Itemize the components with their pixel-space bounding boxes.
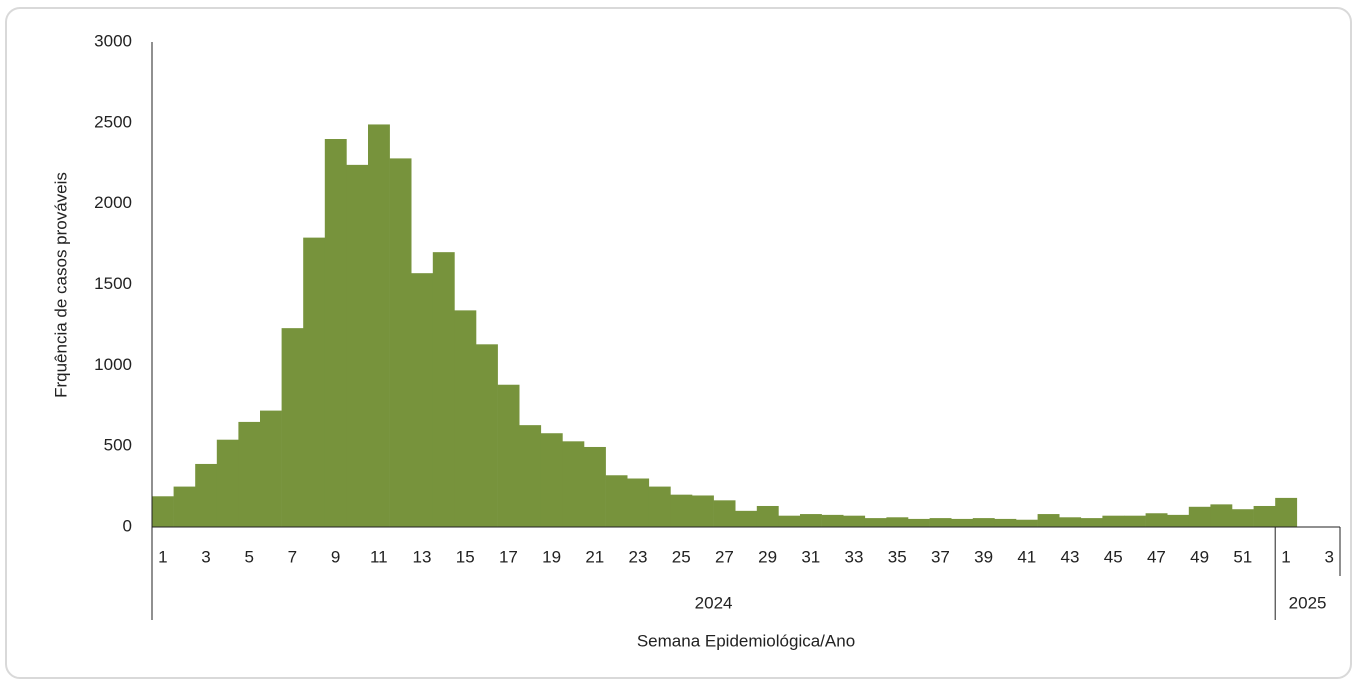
bar — [324, 139, 347, 527]
x-tick-label: 7 — [288, 547, 297, 566]
frame — [5, 7, 1352, 679]
x-tick-label: 35 — [888, 547, 907, 566]
bar — [540, 433, 563, 527]
bar — [346, 164, 369, 527]
bar — [389, 158, 412, 527]
bar — [735, 510, 758, 527]
bar — [1059, 517, 1082, 527]
y-tick-label: 0 — [123, 516, 132, 535]
bar — [756, 505, 779, 527]
bar — [994, 518, 1017, 527]
bar — [260, 410, 282, 527]
bar — [411, 273, 434, 527]
bar — [216, 439, 239, 527]
x-tick-label: 51 — [1233, 547, 1252, 566]
x-tick-label: 15 — [456, 547, 475, 566]
x-tick-label: 25 — [672, 547, 691, 566]
bar — [627, 478, 650, 527]
bar — [864, 518, 887, 527]
bar — [951, 518, 974, 527]
x-tick-label: 3 — [201, 547, 210, 566]
bar — [929, 518, 952, 527]
bar — [584, 446, 606, 527]
bar — [1080, 518, 1103, 527]
bar — [1037, 514, 1060, 527]
x-tick-label: 39 — [974, 547, 993, 566]
bar — [972, 518, 995, 527]
bar — [1145, 513, 1168, 527]
bar — [152, 496, 174, 527]
bar — [173, 486, 196, 527]
x-tick-label: 33 — [845, 547, 864, 566]
x-tick-label: 23 — [629, 547, 648, 566]
bar — [778, 515, 801, 527]
bar — [238, 421, 261, 527]
bar — [1124, 515, 1146, 527]
x-tick-label: 11 — [370, 547, 388, 566]
bar — [908, 518, 930, 527]
bar — [562, 441, 585, 527]
x-tick-label: 27 — [715, 547, 734, 566]
y-axis-label: Frquência de casos prováveis — [51, 172, 70, 398]
x-tick-label: 5 — [244, 547, 253, 566]
bar — [843, 515, 866, 527]
bar — [692, 495, 714, 527]
x-tick-label: 43 — [1061, 547, 1080, 566]
x-tick-label: 1 — [158, 547, 167, 566]
bar — [1102, 515, 1125, 527]
bar — [497, 384, 520, 527]
bar — [1167, 514, 1190, 527]
bar — [476, 344, 498, 527]
bar — [432, 252, 455, 527]
bar — [1275, 497, 1298, 527]
y-tick-label: 500 — [104, 436, 132, 455]
bar — [1016, 519, 1038, 527]
group-label: 2025 — [1289, 593, 1327, 612]
x-tick-label: 49 — [1190, 547, 1209, 566]
x-tick-label: 9 — [331, 547, 340, 566]
x-tick-label: 47 — [1147, 547, 1166, 566]
x-tick-label: 19 — [542, 547, 561, 566]
y-tick-label: 1500 — [94, 274, 132, 293]
bar — [605, 475, 628, 527]
bar — [454, 310, 477, 527]
bar — [368, 124, 390, 527]
bar — [886, 517, 909, 527]
x-tick-label: 41 — [1017, 547, 1036, 566]
y-tick-label: 1000 — [94, 355, 132, 374]
y-tick-label: 2000 — [94, 193, 132, 212]
x-tick-label: 29 — [758, 547, 777, 566]
bar — [648, 486, 671, 527]
x-tick-label: 31 — [801, 547, 820, 566]
x-axis-label: Semana Epidemiológica/Ano — [637, 631, 855, 650]
x-tick-label: 17 — [499, 547, 518, 566]
bar — [713, 500, 736, 527]
bar — [519, 425, 542, 527]
x-tick-label: 21 — [585, 547, 604, 566]
bar — [670, 494, 693, 527]
bar — [1253, 505, 1276, 527]
bar — [1210, 504, 1233, 527]
x-tick-label: 13 — [413, 547, 432, 566]
y-tick-label: 3000 — [94, 31, 132, 50]
x-tick-label: 3 — [1324, 547, 1333, 566]
y-tick-label: 2500 — [94, 112, 132, 131]
bar — [1188, 506, 1211, 527]
bar — [1232, 509, 1254, 527]
bar — [281, 328, 304, 527]
bar — [195, 463, 218, 527]
bar — [303, 237, 326, 527]
x-tick-label: 1 — [1281, 547, 1290, 566]
x-tick-label: 37 — [931, 547, 950, 566]
group-label: 2024 — [695, 593, 733, 612]
x-tick-label: 45 — [1104, 547, 1123, 566]
bar — [800, 514, 822, 527]
bar — [821, 514, 844, 527]
